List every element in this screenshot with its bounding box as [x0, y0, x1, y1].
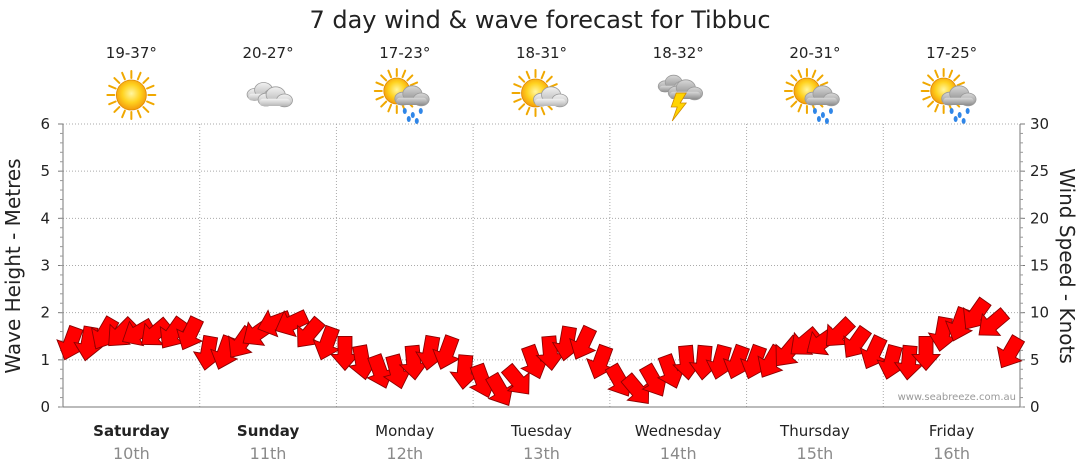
sun-shape: [106, 70, 157, 120]
temperature-range: 19-37°: [106, 44, 157, 62]
right-axis: 0 5 10 15 20 25 30: [1020, 115, 1049, 416]
day-date: 16th: [933, 444, 970, 463]
credit-text: www.seabreeze.com.au: [898, 392, 1016, 403]
left-tick-label: 6: [40, 115, 50, 133]
lightning-shape: [670, 92, 688, 122]
wind-arrow: [535, 335, 566, 372]
rain-drops: [949, 108, 970, 124]
day-date: 10th: [113, 444, 150, 463]
cloud-shape: [941, 85, 977, 107]
left-tick-label: 0: [40, 398, 50, 416]
rain-drops: [812, 108, 833, 124]
wind-arrow: [141, 316, 173, 346]
right-tick-label: 20: [1030, 209, 1049, 227]
day-date: 13th: [523, 444, 560, 463]
right-tick-label: 15: [1030, 257, 1049, 275]
day-name: Saturday: [93, 422, 170, 440]
right-tick-label: 30: [1030, 115, 1049, 133]
cloud-shape: [394, 85, 430, 107]
left-axis-label: Wave Height - Metres: [1, 158, 25, 373]
wind-arrow: [159, 315, 189, 349]
temperature-range: 18-31°: [516, 44, 567, 62]
chart-title: 7 day wind & wave forecast for Tibbuc: [309, 6, 770, 34]
thunderstorm-icon: [657, 74, 704, 122]
wind-arrow: [312, 324, 341, 361]
right-tick-label: 0: [1030, 398, 1040, 416]
wind-arrow: [893, 344, 924, 381]
wind-arrow: [432, 334, 461, 370]
day-name: Monday: [375, 422, 434, 440]
temperature-range: 20-31°: [789, 44, 840, 62]
wind-arrow: [500, 362, 530, 395]
left-tick-label: 3: [40, 257, 50, 275]
right-tick-label: 25: [1030, 162, 1049, 180]
wind-arrow: [382, 353, 412, 390]
sun-cloud-rain-icon: [920, 68, 977, 124]
wind-arrow: [825, 316, 857, 347]
day-name: Thursday: [779, 422, 850, 440]
day-name: Friday: [929, 422, 975, 440]
wind-arrow: [620, 372, 650, 404]
wind-arrow: [398, 344, 429, 381]
left-tick-label: 1: [40, 351, 50, 369]
cloudy-icon: [246, 82, 293, 108]
left-tick-label: 2: [40, 304, 50, 322]
day-date: 12th: [386, 444, 423, 463]
day-labels: Saturday 10th Sunday 11th Monday 12th Tuesday 1…: [93, 422, 974, 463]
cloud-shape: [804, 85, 840, 107]
day-date: 15th: [797, 444, 834, 463]
temperature-range: 20-27°: [243, 44, 294, 62]
partly-cloudy-icon: [511, 69, 569, 117]
rain-drops: [402, 108, 423, 124]
wind-arrow: [978, 307, 1011, 336]
day-date: 14th: [660, 444, 697, 463]
wind-arrows: [56, 296, 1026, 407]
forecast-header: 19-37° 20-27° 17-23° 18-31° 18-32° 20-31° 17-2…: [106, 44, 977, 124]
wind-arrow: [569, 324, 598, 360]
right-tick-label: 10: [1030, 304, 1049, 322]
wind-arrow: [176, 315, 205, 351]
temperature-range: 17-23°: [379, 44, 430, 62]
wind-arrow: [996, 334, 1026, 369]
sunny-icon: [106, 70, 157, 120]
day-name: Tuesday: [510, 422, 572, 440]
day-name: Sunday: [237, 422, 300, 440]
left-tick-label: 4: [40, 209, 50, 227]
sun-cloud-rain-icon: [373, 68, 430, 124]
left-axis: 0 1 2 3 4 5 6: [40, 115, 63, 416]
right-axis-label: Wind Speed - Knots: [1055, 168, 1079, 364]
sun-cloud-rain-icon: [783, 68, 840, 124]
cloud-shape: [257, 86, 293, 108]
day-date: 11th: [250, 444, 287, 463]
wind-arrow: [859, 334, 888, 370]
wind-arrow: [121, 317, 157, 347]
wind-arrow: [297, 315, 326, 348]
wind-arrow: [274, 309, 310, 338]
cloud-shape: [533, 86, 569, 108]
wind-arrow: [485, 371, 514, 407]
day-name: Wednesday: [635, 422, 722, 440]
wind-arrow: [911, 335, 942, 372]
temperature-range: 18-32°: [653, 44, 704, 62]
wind-arrow: [329, 335, 360, 372]
right-tick-label: 5: [1030, 351, 1040, 369]
temperature-range: 17-25°: [926, 44, 977, 62]
left-tick-label: 5: [40, 162, 50, 180]
